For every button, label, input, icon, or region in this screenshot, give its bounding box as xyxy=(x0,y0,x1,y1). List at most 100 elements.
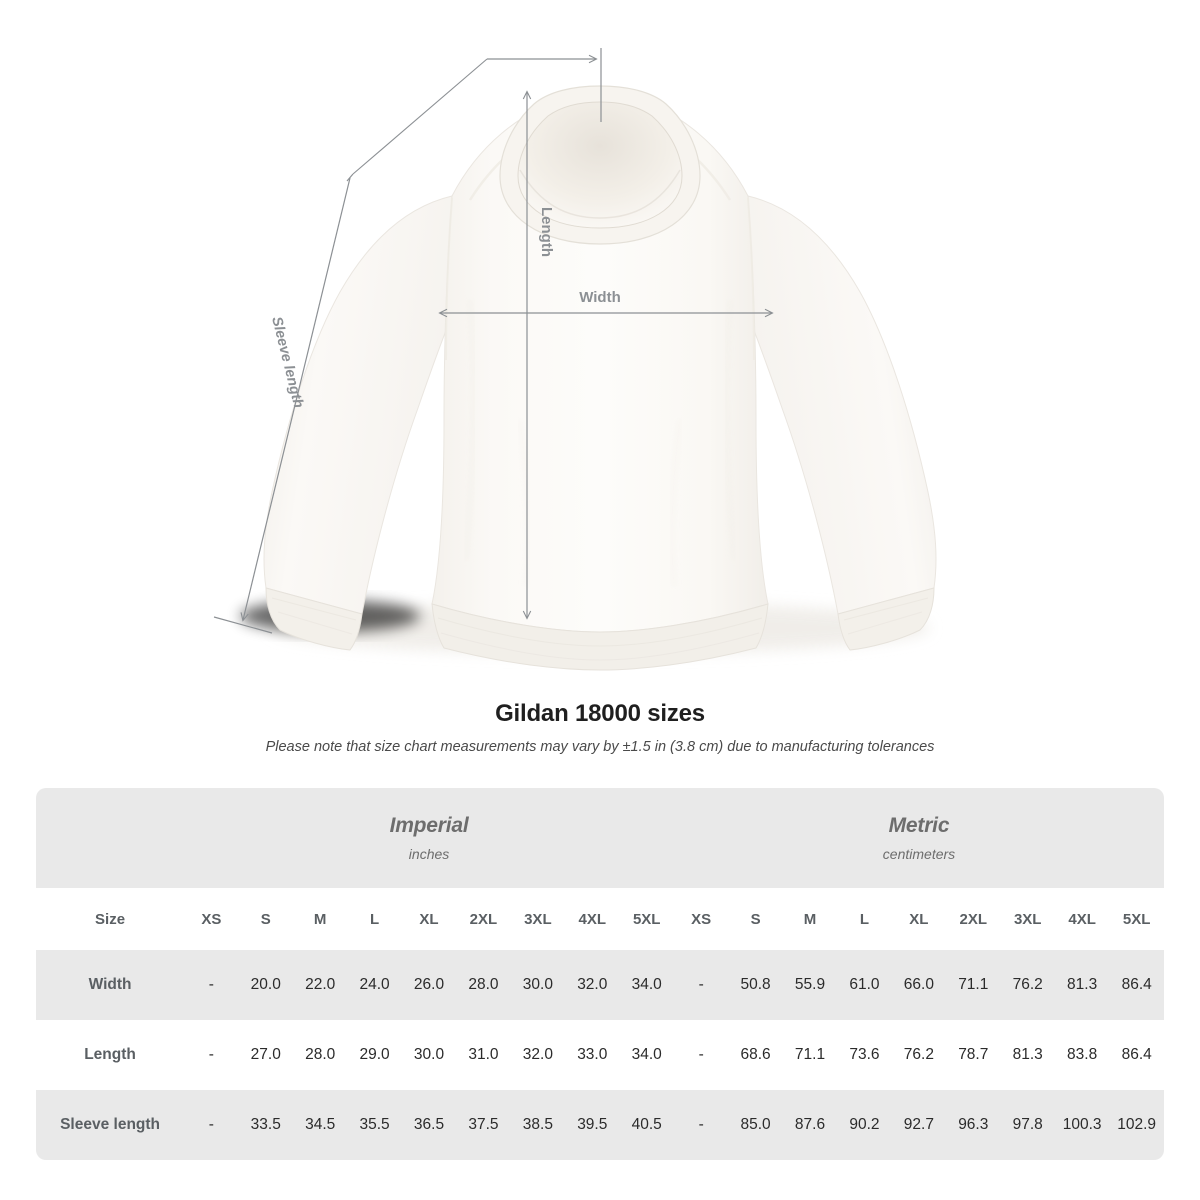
size-col-imperial-s: S xyxy=(238,888,293,950)
cell: 28.0 xyxy=(292,1020,348,1090)
size-col-metric-4xl: 4XL xyxy=(1054,888,1110,950)
size-col-imperial-3xl: 3XL xyxy=(510,888,566,950)
cell: 66.0 xyxy=(891,950,947,1020)
cell: 68.6 xyxy=(728,1020,783,1090)
tolerance-note: Please note that size chart measurements… xyxy=(265,739,935,755)
size-col-imperial-xs: XS xyxy=(184,888,239,950)
width-label: Width xyxy=(579,289,621,306)
unit-header-spacer xyxy=(36,788,185,888)
cell: 97.8 xyxy=(1000,1090,1055,1160)
cell: 71.1 xyxy=(946,950,1001,1020)
sleeve-length-dimension xyxy=(213,58,488,634)
cell: - xyxy=(673,1020,729,1090)
row-label-length: Length xyxy=(36,1020,185,1090)
cell: 31.0 xyxy=(456,1020,511,1090)
size-col-metric-xl: XL xyxy=(891,888,947,950)
unit-header-imperial: Imperial inches xyxy=(184,788,674,888)
size-header-row: Size XS S M L XL 2XL 3XL 4XL 5XL XS S M … xyxy=(36,888,1164,950)
cell: 86.4 xyxy=(1109,1020,1164,1090)
row-label-sleeve-length: Sleeve length xyxy=(36,1090,185,1160)
cell: 55.9 xyxy=(782,950,838,1020)
cell: - xyxy=(184,1020,239,1090)
size-col-imperial-5xl: 5XL xyxy=(619,888,674,950)
size-label-cell: Size xyxy=(36,888,185,950)
size-col-metric-2xl: 2XL xyxy=(946,888,1001,950)
cell: 83.8 xyxy=(1054,1020,1110,1090)
cell: 81.3 xyxy=(1054,950,1110,1020)
cell: 34.0 xyxy=(619,1020,674,1090)
cell: 50.8 xyxy=(728,950,783,1020)
cell: 35.5 xyxy=(347,1090,402,1160)
cell: 30.0 xyxy=(510,950,566,1020)
cell: 81.3 xyxy=(1000,1020,1055,1090)
metric-sub: centimeters xyxy=(882,846,956,862)
size-col-metric-s: S xyxy=(728,888,783,950)
cell: 32.0 xyxy=(510,1020,566,1090)
cell: 32.0 xyxy=(565,950,620,1020)
cell: 37.5 xyxy=(456,1090,511,1160)
unit-header-row: Imperial inches Metric centimeters xyxy=(36,788,1164,888)
cell: 96.3 xyxy=(946,1090,1001,1160)
cell: 85.0 xyxy=(728,1090,783,1160)
table-row: Length - 27.0 28.0 29.0 30.0 31.0 32.0 3… xyxy=(36,1020,1164,1090)
cell: 40.5 xyxy=(619,1090,674,1160)
cell: 22.0 xyxy=(292,950,348,1020)
cell: 76.2 xyxy=(1000,950,1055,1020)
cell: - xyxy=(673,1090,729,1160)
size-col-imperial-4xl: 4XL xyxy=(565,888,620,950)
cell: - xyxy=(673,950,729,1020)
cell: 20.0 xyxy=(238,950,293,1020)
cell: 29.0 xyxy=(347,1020,402,1090)
size-col-metric-l: L xyxy=(837,888,892,950)
size-col-imperial-xl: XL xyxy=(401,888,457,950)
shoulder-reference-arrow xyxy=(487,48,602,122)
size-col-metric-xs: XS xyxy=(673,888,729,950)
cell: 87.6 xyxy=(782,1090,838,1160)
cell: - xyxy=(184,950,239,1020)
cell: 28.0 xyxy=(456,950,511,1020)
page-title: Gildan 18000 sizes xyxy=(495,700,705,727)
length-label: Length xyxy=(538,207,555,257)
imperial-sub: inches xyxy=(408,846,450,862)
cell: 61.0 xyxy=(837,950,892,1020)
table-row: Sleeve length - 33.5 34.5 35.5 36.5 37.5… xyxy=(36,1090,1164,1160)
size-col-metric-5xl: 5XL xyxy=(1109,888,1164,950)
product-photo: Length Width Sleeve length xyxy=(213,48,937,671)
size-col-imperial-m: M xyxy=(292,888,348,950)
cell: 30.0 xyxy=(401,1020,457,1090)
cell: 100.3 xyxy=(1054,1090,1110,1160)
table-row: Width - 20.0 22.0 24.0 26.0 28.0 30.0 32… xyxy=(36,950,1164,1020)
cell: 26.0 xyxy=(401,950,457,1020)
cell: 86.4 xyxy=(1109,950,1164,1020)
cell: 76.2 xyxy=(891,1020,947,1090)
size-chart-table-wrap: Imperial inches Metric centimeters Size … xyxy=(36,788,1164,1160)
metric-name: Metric xyxy=(888,814,950,837)
cell: 78.7 xyxy=(946,1020,1001,1090)
size-col-imperial-2xl: 2XL xyxy=(456,888,511,950)
cell: 90.2 xyxy=(837,1090,892,1160)
cell: 27.0 xyxy=(238,1020,293,1090)
cell: 34.0 xyxy=(619,950,674,1020)
cell: 34.5 xyxy=(292,1090,348,1160)
size-col-imperial-l: L xyxy=(347,888,402,950)
cell: 38.5 xyxy=(510,1090,566,1160)
cell: 92.7 xyxy=(891,1090,947,1160)
sweatshirt-illustration: Length Width Sleeve length xyxy=(213,48,937,671)
cell: 39.5 xyxy=(565,1090,620,1160)
cell: 33.0 xyxy=(565,1020,620,1090)
unit-header-metric: Metric centimeters xyxy=(673,788,1164,888)
size-chart-table: Imperial inches Metric centimeters Size … xyxy=(36,788,1164,1160)
cell: - xyxy=(184,1090,239,1160)
cell: 73.6 xyxy=(837,1020,892,1090)
imperial-name: Imperial xyxy=(389,814,469,837)
cell: 33.5 xyxy=(238,1090,293,1160)
size-col-metric-m: M xyxy=(782,888,838,950)
cell: 36.5 xyxy=(401,1090,457,1160)
cell: 24.0 xyxy=(347,950,402,1020)
sleeve-length-label: Sleeve length xyxy=(268,315,306,410)
cell: 102.9 xyxy=(1109,1090,1164,1160)
measurement-annotations xyxy=(213,48,772,634)
size-col-metric-3xl: 3XL xyxy=(1000,888,1055,950)
title-block: Gildan 18000 sizes Please note that size… xyxy=(0,700,1200,755)
